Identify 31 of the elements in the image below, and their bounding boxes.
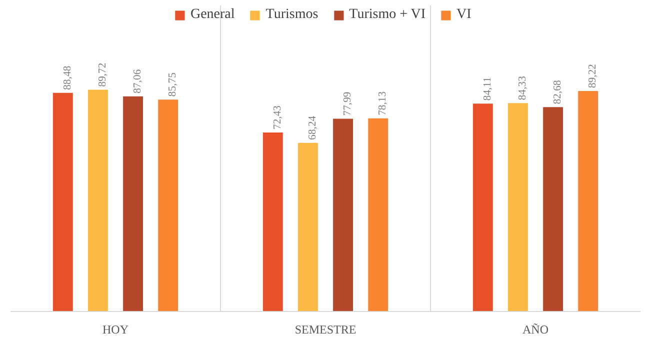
data-label: 68,24 (307, 115, 318, 140)
data-label: 78,13 (378, 91, 389, 116)
bar (262, 132, 283, 312)
data-label: 88,48 (62, 66, 74, 90)
bar (508, 103, 528, 312)
legend-label: Turismo + VI (349, 7, 426, 23)
data-label: 89,72 (97, 62, 108, 87)
bar (578, 90, 598, 312)
bar (123, 96, 144, 312)
data-label: 82,68 (552, 80, 564, 104)
legend-label: Turismos (266, 7, 318, 23)
x-tick-label: AÑO (522, 322, 549, 336)
bar (472, 104, 493, 312)
data-label: 85,75 (168, 72, 179, 97)
data-label: 87,06 (132, 68, 144, 94)
data-label: 89,22 (588, 64, 599, 88)
data-label: 72,43 (272, 106, 284, 130)
data-label: 84,33 (517, 76, 528, 100)
bar (158, 100, 178, 312)
bar (88, 90, 108, 312)
data-label: 77,99 (342, 92, 354, 116)
legend-label: VI (456, 7, 472, 23)
bar (543, 107, 564, 312)
x-tick-label: HOY (102, 322, 129, 336)
bar (298, 142, 318, 312)
bar (368, 118, 388, 312)
bar (333, 118, 354, 312)
bar (52, 92, 73, 312)
data-label: 84,11 (482, 77, 494, 101)
x-tick-label: SEMESTRE (294, 322, 356, 336)
legend-label: General (190, 7, 235, 23)
